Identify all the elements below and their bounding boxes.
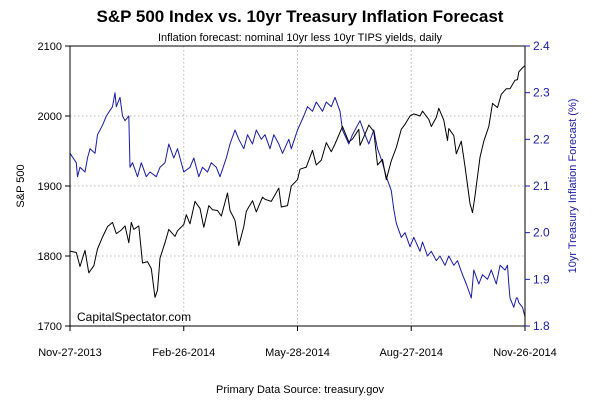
source-note: Primary Data Source: treasury.gov xyxy=(216,384,384,396)
x-tick-label: Aug-27-2014 xyxy=(379,347,443,359)
y-axis-right-label: 10yr Treasury Inflation Forecast (%) xyxy=(567,99,579,274)
y-left-tick-label: 2100 xyxy=(38,41,62,53)
watermark: CapitalSpectator.com xyxy=(77,310,191,324)
y-right-tick-label: 2.2 xyxy=(533,132,550,146)
y-left-tick-label: 1700 xyxy=(38,321,62,333)
y-axis-right: 1.8 1.9 2.0 2.1 2.2 2.3 2.4 xyxy=(525,39,550,333)
y-left-tick-label: 1800 xyxy=(38,251,62,263)
series-layer xyxy=(69,65,526,317)
x-tick-label: May-28-2014 xyxy=(265,347,330,359)
y-right-tick-label: 1.9 xyxy=(533,272,550,286)
chart-subtitle: Inflation forecast: nominal 10yr less 10… xyxy=(158,32,443,44)
x-tick-label: Feb-26-2014 xyxy=(152,347,215,359)
y-right-tick-label: 2.3 xyxy=(533,86,550,100)
grid xyxy=(69,45,526,327)
y-axis-left-label: S&P 500 xyxy=(15,164,27,207)
x-tick-label: Nov-27-2013 xyxy=(38,347,102,359)
y-right-tick-label: 2.4 xyxy=(533,39,550,53)
x-axis: Nov-27-2013 Feb-26-2014 May-28-2014 Aug-27-… xyxy=(38,326,557,359)
x-tick-label: Nov-26-2014 xyxy=(493,347,557,359)
chart-title: S&P 500 Index vs. 10yr Treasury Inflatio… xyxy=(97,7,504,26)
sp500-line xyxy=(69,65,526,298)
y-axis-left: 1700 1800 1900 2000 2100 xyxy=(38,41,70,333)
y-left-tick-label: 2000 xyxy=(38,111,62,123)
y-right-tick-label: 1.8 xyxy=(533,319,550,333)
y-right-tick-label: 2.0 xyxy=(533,226,550,240)
y-left-tick-label: 1900 xyxy=(38,181,62,193)
y-right-tick-label: 2.1 xyxy=(533,179,550,193)
inflation-forecast-line xyxy=(69,92,526,317)
